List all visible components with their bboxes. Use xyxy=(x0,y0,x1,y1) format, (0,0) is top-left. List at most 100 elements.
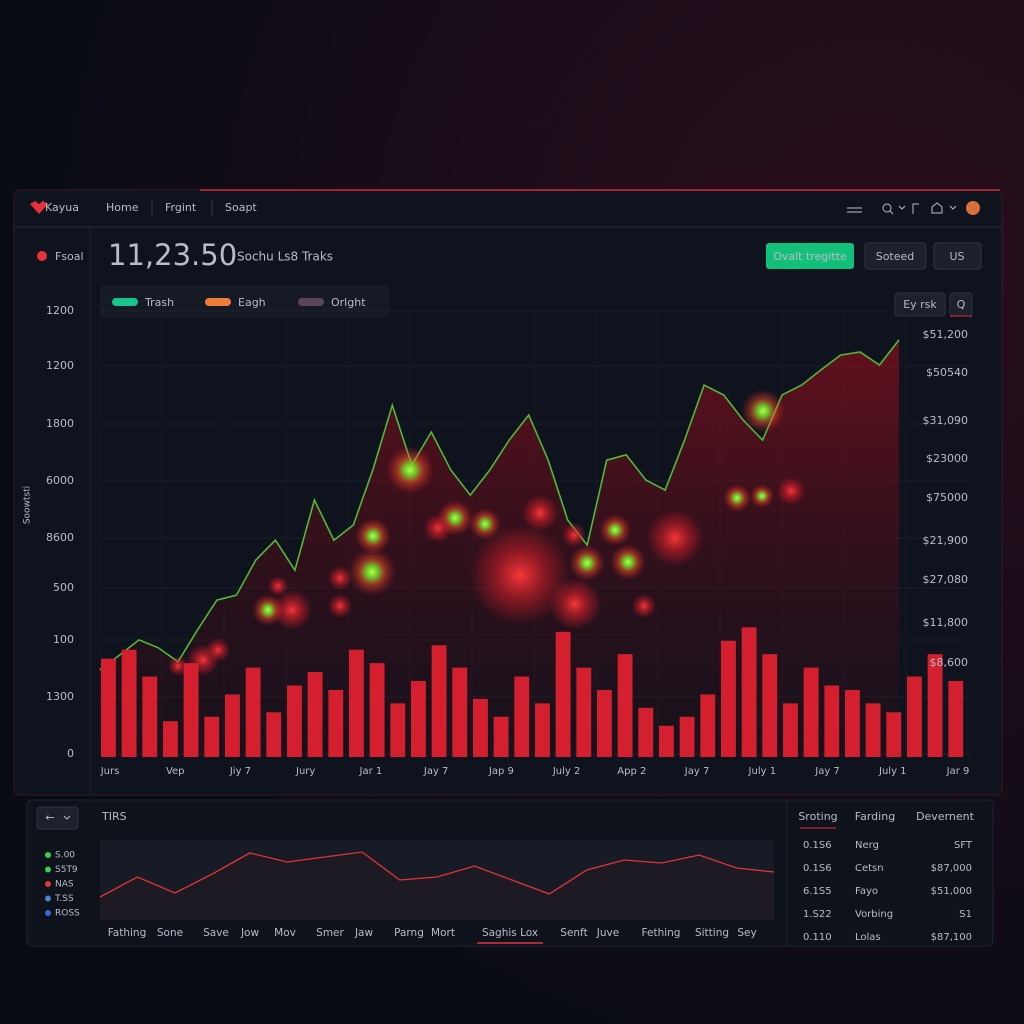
bar xyxy=(266,712,282,757)
glow xyxy=(632,594,656,618)
glow xyxy=(355,518,391,554)
table-cell: SFT xyxy=(954,840,973,851)
x-tick-label[interactable]: Sone xyxy=(157,927,183,939)
button-label[interactable]: US xyxy=(949,250,964,263)
button-label[interactable]: Soteed xyxy=(876,250,915,263)
bar xyxy=(638,707,654,757)
legend-dot xyxy=(45,895,51,902)
tool-label[interactable]: Q xyxy=(957,298,966,311)
bar xyxy=(659,725,674,757)
x-tick-label[interactable]: Sey xyxy=(737,927,756,939)
x-tick-label[interactable]: Saghis Lox xyxy=(482,927,538,939)
x-tick-label: Jurs xyxy=(100,766,120,777)
bar xyxy=(514,676,530,757)
nav-item[interactable]: Frgint xyxy=(165,201,197,214)
x-tick-label[interactable]: Mort xyxy=(431,927,455,939)
y-tick-label: 1200 xyxy=(46,359,74,372)
table-cell: 1.S22 xyxy=(803,909,832,920)
bar xyxy=(617,654,633,757)
glow xyxy=(328,594,352,618)
nav-item[interactable]: Soapt xyxy=(225,201,257,214)
glow xyxy=(647,510,703,566)
bar xyxy=(948,681,964,757)
glow xyxy=(348,548,396,596)
avatar[interactable] xyxy=(966,201,980,215)
glow xyxy=(569,545,605,581)
button-label[interactable]: Ovalt tregitte xyxy=(773,250,847,263)
x-tick-label[interactable]: Juve xyxy=(596,927,619,939)
sidebar-icon xyxy=(37,251,47,261)
x-tick-label[interactable]: Smer xyxy=(316,927,344,939)
bar xyxy=(369,663,385,757)
x-tick-label: July 1 xyxy=(748,766,777,777)
y2-tick-label: $31,090 xyxy=(923,414,969,427)
legend-label: S.00 xyxy=(55,851,75,861)
glow xyxy=(522,495,558,531)
bar xyxy=(907,676,922,757)
x-tick-label[interactable]: Senft xyxy=(560,927,587,939)
bar xyxy=(245,667,261,757)
x-tick-label[interactable]: Fething xyxy=(642,927,681,939)
bar xyxy=(679,716,695,757)
y2-tick-label: $75000 xyxy=(926,491,968,504)
button[interactable] xyxy=(864,242,927,270)
chart-marks xyxy=(99,310,969,920)
x-tick-label: Vep xyxy=(166,766,185,777)
header-icons[interactable] xyxy=(847,202,957,215)
glow xyxy=(599,514,631,546)
table-header: Devernent xyxy=(916,810,975,823)
table-cell: 0.110 xyxy=(803,932,832,943)
x-tick-label[interactable]: Mov xyxy=(274,927,296,939)
table-cell: Cetsn xyxy=(855,863,884,874)
x-tick-label[interactable]: Sitting xyxy=(695,927,729,939)
brand-logo xyxy=(30,201,48,214)
back-button[interactable] xyxy=(36,806,79,830)
bar xyxy=(927,654,943,757)
mini-area xyxy=(100,852,774,920)
table-cell: 6.1S5 xyxy=(803,886,832,897)
x-tick-label: Jap 9 xyxy=(488,766,514,777)
x-tick-label[interactable]: Save xyxy=(203,927,229,939)
x-tick-label[interactable]: Jaw xyxy=(354,927,374,939)
bar xyxy=(493,716,509,757)
x-tick-label: Jay 7 xyxy=(684,766,710,777)
x-tick-label[interactable]: Fathing xyxy=(108,927,147,939)
glow xyxy=(469,508,501,540)
nav-item[interactable]: Home xyxy=(106,201,139,214)
x-tick-label[interactable]: Jow xyxy=(240,927,260,939)
bar xyxy=(307,672,323,757)
x-tick-label: Jiy 7 xyxy=(229,766,251,777)
mini-line xyxy=(99,851,775,898)
button[interactable] xyxy=(766,243,854,269)
x-tick-label: July 1 xyxy=(878,766,907,777)
legend-dot xyxy=(45,852,51,858)
legend-dot xyxy=(45,881,51,887)
glow xyxy=(777,477,805,505)
sidebar-label[interactable]: Fsoal xyxy=(55,250,84,263)
bar xyxy=(555,631,571,757)
glow xyxy=(741,389,785,433)
x-tick-label: App 2 xyxy=(617,766,646,777)
glow xyxy=(562,523,586,547)
x-tick-label[interactable]: Parng xyxy=(394,927,424,939)
y2-tick-label: $27,080 xyxy=(923,573,969,586)
legend-swatch xyxy=(112,298,138,306)
tool-button[interactable] xyxy=(894,292,946,317)
bar xyxy=(349,649,364,757)
summary-value: 11,23.50 xyxy=(108,238,237,272)
summary-caption: Sochu Ls8 Traks xyxy=(237,250,333,264)
table-cell: $51,000 xyxy=(931,886,972,897)
table-cell: $87,100 xyxy=(931,932,972,943)
bar xyxy=(576,667,592,757)
button[interactable] xyxy=(933,242,982,270)
bar xyxy=(431,645,447,757)
glow xyxy=(470,525,570,625)
bar xyxy=(721,640,736,757)
bar xyxy=(452,667,468,757)
tool-label[interactable]: Ey rsk xyxy=(903,298,937,311)
dropdown-chevron[interactable] xyxy=(63,815,71,820)
legend-label: S5T9 xyxy=(55,865,78,875)
back-arrow[interactable]: ← xyxy=(45,811,54,824)
glow xyxy=(206,638,230,662)
